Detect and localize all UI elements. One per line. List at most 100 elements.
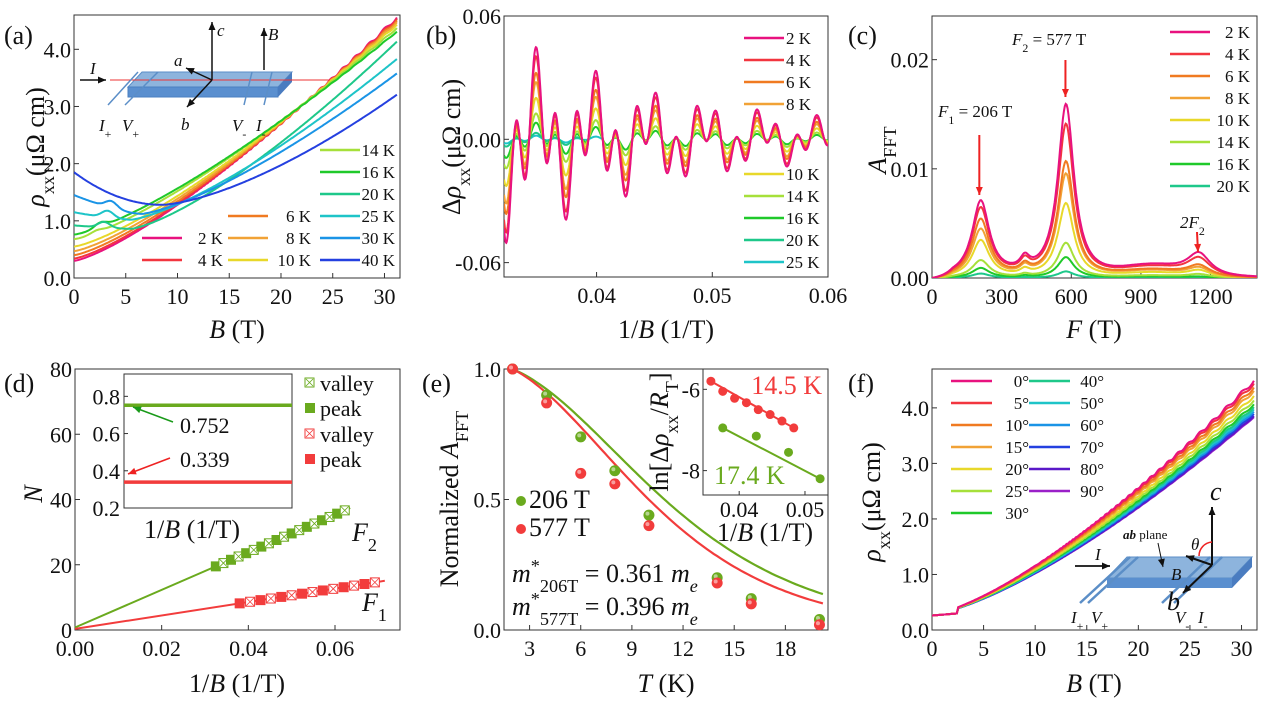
x-axis-label: F (T) (1065, 315, 1122, 344)
y-tick-label: 0.0 (902, 618, 930, 643)
legend-marker-peak (305, 454, 315, 464)
data-point (745, 598, 757, 610)
peak-marker (271, 535, 282, 546)
plot-frame (931, 15, 1258, 279)
sample-schematic: Ic Bb θ ab plane I+ V+ V- I- (1070, 477, 1254, 633)
series-line-25-K (74, 58, 398, 221)
x-tick-label: 900 (1124, 284, 1157, 309)
y-tick-label: 20 (50, 553, 72, 578)
data-point-highlight (645, 511, 650, 516)
sample-schematic: Ic a b B I+ V+ V- I- (80, 21, 330, 141)
legend-label: 16 K (361, 163, 395, 182)
panel-label-d: (d) (4, 369, 34, 398)
inset-arrow-0752-head (133, 406, 142, 414)
legend-label: 20 K (786, 231, 820, 250)
legend-marker (516, 496, 526, 506)
peak-marker (234, 598, 245, 609)
field-arrow-head (1186, 555, 1195, 562)
x-tick-label: 0 (927, 284, 938, 309)
series-line-14-K (932, 241, 1257, 278)
x-tick-label: 25 (1179, 636, 1201, 661)
y-tick-label: 80 (50, 357, 72, 382)
y-tick-label: 1.0 (474, 357, 502, 382)
data-point (711, 577, 723, 589)
data-point-highlight (747, 595, 752, 600)
legend-label: 10 K (1216, 111, 1250, 130)
valley-marker-cross (349, 581, 359, 590)
field-arrow-head (260, 28, 268, 36)
legend-label: 20 K (1216, 177, 1250, 196)
legend-label: 14 K (786, 187, 820, 206)
valley-marker-cross (266, 594, 276, 603)
peak-marker (297, 588, 308, 599)
inset-y-tick-label: 0.4 (93, 459, 121, 484)
peak-marker (276, 591, 287, 602)
x-tick-label: 15 (218, 284, 240, 309)
c-axis-arrow-head (208, 22, 216, 30)
x-tick-label: 0 (69, 284, 80, 309)
inset-data-point (741, 398, 751, 408)
legend-label: 10 K (786, 165, 820, 184)
ab-plane-label: ab plane (1123, 527, 1168, 542)
x-tick-label: 5 (120, 284, 131, 309)
plot-frame (931, 368, 1258, 631)
contact-lead (124, 71, 159, 106)
legend-label: 4 K (786, 51, 812, 70)
data-point-highlight (577, 469, 582, 474)
series-line-2-K (932, 102, 1257, 278)
current-arrow-head (98, 76, 106, 84)
x-tick-label: 300 (985, 284, 1018, 309)
sample-side (278, 72, 292, 97)
annotation-f1: F1 = 206 T (937, 102, 1013, 127)
legend-label: valley (320, 422, 374, 447)
inset-y-tick-label: 0.8 (93, 384, 121, 409)
x-tick-label: 0.02 (142, 636, 181, 661)
y-tick-label: 0.00 (463, 127, 502, 152)
inset-y-tick-label: -8 (682, 459, 700, 484)
y-tick-label: -0.06 (455, 251, 501, 276)
legend-label: 60° (1080, 416, 1104, 435)
peak-marker (241, 548, 252, 559)
data-point-highlight (543, 399, 548, 404)
data-point-highlight (509, 365, 514, 370)
x-tick-label: 0.04 (229, 636, 268, 661)
legend-label: 70° (1080, 438, 1104, 457)
i-plus-label: I+ (98, 116, 112, 141)
y-tick-label: 3.0 (44, 94, 72, 119)
legend-marker (516, 524, 526, 534)
legend-label: 14 K (1216, 133, 1250, 152)
legend-label: 577 T (529, 513, 590, 542)
y-tick-label: 1.0 (902, 562, 930, 587)
y-tick-label: 2.0 (902, 507, 930, 532)
x-tick-label: 12 (672, 636, 694, 661)
inset-y-tick-label: 0.2 (93, 496, 121, 521)
legend-label: 206 T (529, 485, 590, 514)
peak-marker (255, 595, 266, 606)
contact-lead (107, 71, 139, 106)
legend-label: 6 K (286, 207, 312, 226)
peak-marker (301, 521, 312, 532)
x-tick-label: 0.00 (56, 636, 95, 661)
field-label: B (268, 25, 279, 44)
v-minus-label: V- (1175, 608, 1189, 633)
x-tick-label: 20 (1127, 636, 1149, 661)
legend-label: 25 K (786, 253, 820, 272)
x-tick-label: 0.06 (316, 636, 355, 661)
legend-label: 25 K (361, 207, 395, 226)
valley-marker-cross (328, 584, 338, 594)
series-line-10-K (74, 23, 398, 248)
panel-label-a: (a) (4, 21, 33, 50)
legend-label: 6 K (1225, 67, 1251, 86)
x-tick-label: 0.05 (693, 283, 732, 308)
y-tick-label: 0 (61, 618, 72, 643)
legend-label: 8 K (1225, 89, 1251, 108)
legend-label: 2 K (198, 229, 224, 248)
series-line-8-K (932, 171, 1257, 278)
data-point-highlight (747, 600, 752, 605)
panel-e: 3 6 9 12 15 18 0.0 0.5 1.0 T (K) Normalized AFFT 20… (435, 357, 829, 698)
x-axis-label: B (T) (1066, 669, 1122, 698)
x-axis-label: T (K) (637, 669, 694, 698)
c-axis-label: c (217, 21, 225, 40)
v-plus-label: V+ (1091, 608, 1108, 633)
data-point-highlight (611, 480, 616, 485)
